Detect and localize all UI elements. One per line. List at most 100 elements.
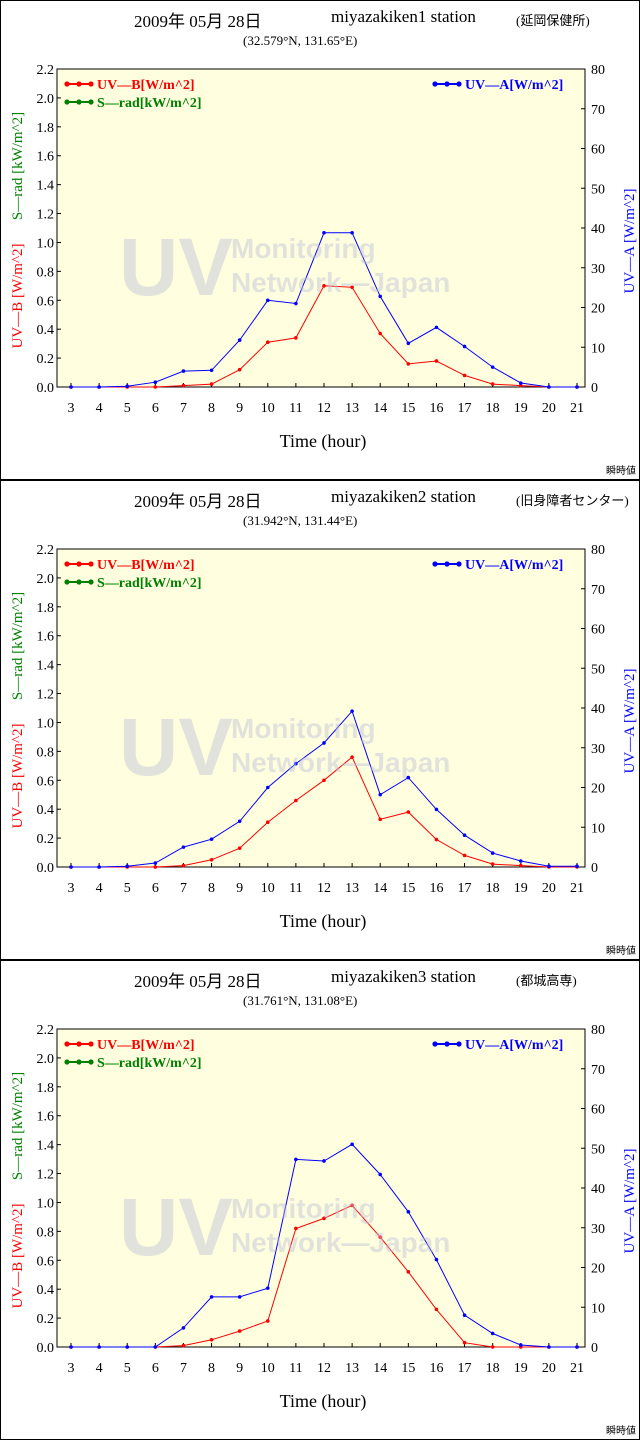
left-tick-label: 0.0 bbox=[37, 861, 55, 876]
uvb-point bbox=[434, 359, 439, 363]
uvb-point bbox=[294, 336, 298, 340]
x-tick-label: 15 bbox=[401, 881, 415, 896]
left-tick-label: 1.8 bbox=[37, 601, 55, 616]
left-tick-label: 1.4 bbox=[37, 179, 55, 194]
chart-date: 2009年 05月 28日 bbox=[134, 492, 262, 511]
uva-point bbox=[265, 1286, 270, 1290]
x-tick-label: 14 bbox=[373, 1361, 387, 1376]
x-tick-label: 12 bbox=[317, 1361, 331, 1376]
left-tick-label: 0.6 bbox=[37, 294, 55, 309]
left-tick-label: 0.8 bbox=[37, 745, 55, 760]
legend-uva-label: UV—A[W/m^2] bbox=[465, 1038, 563, 1053]
uva-point bbox=[406, 775, 411, 780]
uva-point bbox=[237, 1295, 242, 1299]
uva-point bbox=[181, 1326, 186, 1330]
legend-uvb-marker bbox=[88, 81, 94, 87]
chart-plot: 0.0 0.2 0.4 0.6 0.8 1.0 1.2 1.4 1.6 1.8 2.0 2.2 0 10 2… bbox=[10, 1023, 638, 1412]
x-tick-label: 8 bbox=[208, 881, 215, 896]
x-tick-label: 9 bbox=[236, 1361, 243, 1376]
uvb-point bbox=[434, 837, 439, 842]
x-tick-label: 5 bbox=[124, 1361, 131, 1376]
legend-uva-marker bbox=[432, 81, 438, 87]
x-axis-label: Time (hour) bbox=[280, 911, 367, 932]
left-tick-label: 0.2 bbox=[37, 1312, 55, 1327]
x-tick-label: 20 bbox=[542, 401, 556, 416]
uva-point bbox=[350, 1142, 354, 1147]
legend-uva-label: UV—A[W/m^2] bbox=[465, 558, 563, 573]
uva-point bbox=[575, 385, 579, 389]
left-tick-label: 1.8 bbox=[37, 1081, 55, 1096]
uva-point bbox=[406, 341, 411, 346]
uva-point bbox=[350, 709, 354, 713]
left-tick-label: 1.2 bbox=[37, 208, 55, 223]
y-axis-label-uva: UV—A [W/m^2] bbox=[622, 189, 638, 294]
x-tick-label: 10 bbox=[261, 401, 275, 416]
uvb-point bbox=[265, 340, 270, 344]
x-tick-label: 4 bbox=[96, 1361, 103, 1376]
legend-srad-label: S—rad[kW/m^2] bbox=[97, 1056, 202, 1071]
uvb-point bbox=[518, 383, 523, 388]
uva-point bbox=[237, 819, 242, 824]
left-tick-label: 0.6 bbox=[37, 774, 55, 789]
station-name: miyazakiken3 station bbox=[331, 967, 476, 986]
uva-point bbox=[490, 1331, 495, 1336]
legend-srad-marker bbox=[76, 579, 82, 585]
station-coords: (31.761°N, 131.08°E) bbox=[243, 993, 358, 1008]
legend-uvb-marker bbox=[88, 1041, 94, 1047]
x-tick-label: 4 bbox=[96, 401, 103, 416]
footer-label: 瞬時値 bbox=[606, 1426, 636, 1437]
uvb-point bbox=[518, 863, 523, 868]
x-tick-label: 8 bbox=[208, 1361, 215, 1376]
uva-point bbox=[350, 230, 354, 235]
y-axis-label-uva: UV—A [W/m^2] bbox=[622, 1149, 638, 1254]
legend-uvb-marker bbox=[76, 1041, 82, 1047]
right-tick-label: 20 bbox=[591, 782, 605, 797]
station-coords: (31.942°N, 131.44°E) bbox=[243, 513, 358, 528]
uva-point bbox=[406, 1210, 411, 1214]
uvb-point bbox=[350, 755, 354, 759]
left-tick-label: 2.0 bbox=[37, 572, 55, 587]
uvb-point bbox=[378, 1235, 383, 1239]
legend-srad-marker bbox=[88, 1059, 94, 1065]
station-location: (都城高専) bbox=[516, 973, 577, 988]
chart-panel-1: 2009年 05月 28日 miyazakiken1 station (延岡保健… bbox=[0, 0, 640, 480]
right-tick-label: 50 bbox=[591, 1142, 605, 1157]
uva-point bbox=[294, 1157, 298, 1162]
uvb-point bbox=[462, 1340, 467, 1345]
legend-srad-marker bbox=[88, 99, 94, 105]
uva-point bbox=[322, 1159, 326, 1163]
uvb-point bbox=[181, 1343, 186, 1348]
y-axis-label-uvb: UV—B [W/m^2] bbox=[10, 724, 26, 829]
uva-point bbox=[547, 1345, 551, 1349]
uva-point bbox=[434, 1257, 439, 1262]
left-tick-label: 1.6 bbox=[37, 150, 55, 165]
legend-uvb-marker bbox=[76, 561, 82, 567]
uvb-point bbox=[322, 1216, 326, 1221]
right-tick-label: 80 bbox=[591, 63, 605, 78]
left-tick-label: 2.2 bbox=[37, 1023, 55, 1038]
uvb-point bbox=[490, 1345, 495, 1349]
left-tick-label: 0.4 bbox=[37, 1283, 55, 1298]
uva-point bbox=[462, 833, 467, 837]
uvb-point bbox=[209, 1337, 214, 1342]
footer-label: 瞬時値 bbox=[606, 466, 636, 477]
x-tick-label: 21 bbox=[570, 881, 584, 896]
y-axis-label-srad: S—rad [kW/m^2] bbox=[10, 1072, 26, 1180]
uva-point bbox=[97, 865, 101, 869]
uvb-point bbox=[294, 1226, 298, 1231]
footer-label: 瞬時値 bbox=[606, 946, 636, 957]
uvb-point bbox=[406, 810, 411, 814]
uva-point bbox=[209, 368, 214, 373]
x-tick-label: 10 bbox=[261, 1361, 275, 1376]
legend-uvb-marker bbox=[64, 81, 70, 87]
y-axis-label-uvb: UV—B [W/m^2] bbox=[10, 244, 26, 349]
left-tick-label: 1.0 bbox=[37, 716, 55, 731]
left-tick-label: 1.4 bbox=[37, 659, 55, 674]
chart-date: 2009年 05月 28日 bbox=[134, 12, 262, 31]
x-tick-label: 16 bbox=[429, 401, 443, 416]
legend-uva-marker bbox=[432, 1041, 438, 1047]
uva-point bbox=[125, 1345, 130, 1349]
right-tick-label: 30 bbox=[591, 1222, 605, 1237]
x-tick-label: 3 bbox=[68, 401, 75, 416]
uva-point bbox=[69, 385, 73, 389]
